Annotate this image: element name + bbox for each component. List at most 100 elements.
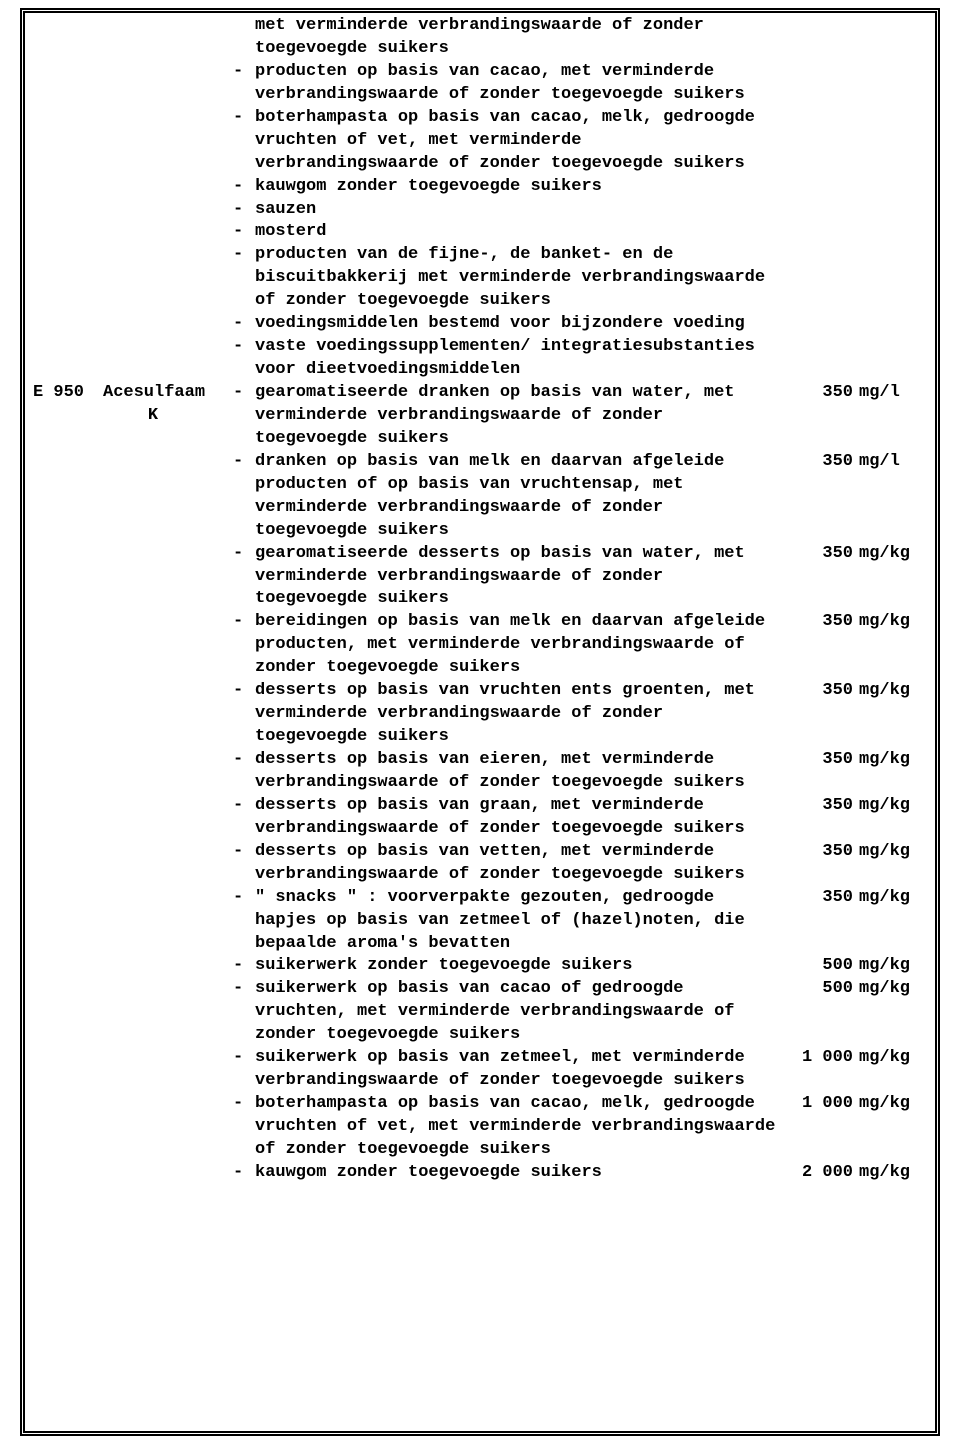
unit: mg/kg xyxy=(859,1093,927,1116)
additive-row: E 950 Acesulfaam K -gearomatiseerde dran… xyxy=(33,382,927,1185)
amount: 350 xyxy=(783,749,859,772)
amount: 500 xyxy=(783,955,859,978)
value-item: -kauwgom zonder toegevoegde suikers 2 000… xyxy=(233,1162,927,1185)
item-text: kauwgom zonder toegevoegde suikers xyxy=(255,176,773,199)
bullet: - xyxy=(233,61,255,107)
bullet: - xyxy=(233,795,255,841)
value-item: -gearomatiseerde dranken op basis van wa… xyxy=(233,382,927,451)
bullet: - xyxy=(233,221,255,244)
bullet: - xyxy=(233,1093,255,1162)
amount: 350 xyxy=(783,795,859,818)
additive-name-line2: K xyxy=(103,405,203,428)
amount: 350 xyxy=(783,451,859,474)
amount: 1 000 xyxy=(783,1047,859,1070)
list-item: -producten op basis van cacao, met vermi… xyxy=(233,61,773,107)
unit: mg/kg xyxy=(859,841,927,864)
list-item: met verminderde verbrandingswaarde of zo… xyxy=(233,15,773,61)
item-text: suikerwerk op basis van cacao of gedroog… xyxy=(255,978,777,1047)
item-text: vaste voedingssupplementen/ integratiesu… xyxy=(255,336,773,382)
bullet: - xyxy=(233,107,255,176)
document-page: met verminderde verbrandingswaarde of zo… xyxy=(20,8,940,1436)
item-text: suikerwerk zonder toegevoegde suikers xyxy=(255,955,777,978)
e-number: E 950 xyxy=(33,383,84,402)
unit: mg/l xyxy=(859,451,927,474)
bullet: - xyxy=(233,244,255,313)
bullet: - xyxy=(233,199,255,222)
item-text: " snacks " : voorverpakte gezouten, gedr… xyxy=(255,887,777,956)
value-item: -" snacks " : voorverpakte gezouten, ged… xyxy=(233,887,927,956)
unit: mg/kg xyxy=(859,1162,927,1185)
unit: mg/kg xyxy=(859,680,927,703)
bullet: - xyxy=(233,336,255,382)
description-list-top: met verminderde verbrandingswaarde of zo… xyxy=(233,15,783,382)
list-item: -voedingsmiddelen bestemd voor bijzonder… xyxy=(233,313,773,336)
list-item: -sauzen xyxy=(233,199,773,222)
item-text: boterhampasta op basis van cacao, melk, … xyxy=(255,1093,777,1162)
bullet: - xyxy=(233,451,255,543)
item-text: desserts op basis van vetten, met vermin… xyxy=(255,841,777,887)
item-text: gearomatiseerde desserts op basis van wa… xyxy=(255,543,777,612)
bullet: - xyxy=(233,749,255,795)
value-item: -desserts op basis van vetten, met vermi… xyxy=(233,841,927,887)
item-text: boterhampasta op basis van cacao, melk, … xyxy=(255,107,773,176)
bullet: - xyxy=(233,611,255,680)
value-item: -bereidingen op basis van melk en daarva… xyxy=(233,611,927,680)
value-item: -suikerwerk zonder toegevoegde suikers 50… xyxy=(233,955,927,978)
value-item: -dranken op basis van melk en daarvan af… xyxy=(233,451,927,543)
unit: mg/kg xyxy=(859,978,927,1001)
unit: mg/l xyxy=(859,382,927,405)
value-item: -suikerwerk op basis van cacao of gedroo… xyxy=(233,978,927,1047)
list-item: -kauwgom zonder toegevoegde suikers xyxy=(233,176,773,199)
item-text: desserts op basis van eieren, met vermin… xyxy=(255,749,777,795)
value-item: -desserts op basis van eieren, met vermi… xyxy=(233,749,927,795)
additive-name-line1: Acesulfaam xyxy=(103,382,233,405)
unit: mg/kg xyxy=(859,955,927,978)
list-item: -vaste voedingssupplementen/ integraties… xyxy=(233,336,773,382)
bullet: - xyxy=(233,1047,255,1093)
bullet: - xyxy=(233,543,255,612)
list-item: -producten van de fijne-, de banket- en … xyxy=(233,244,773,313)
value-item: -suikerwerk op basis van zetmeel, met ve… xyxy=(233,1047,927,1093)
amount: 1 000 xyxy=(783,1093,859,1116)
amount: 350 xyxy=(783,680,859,703)
item-text: gearomatiseerde dranken op basis van wat… xyxy=(255,382,777,451)
value-item: -desserts op basis van vruchten ents gro… xyxy=(233,680,927,749)
description-list-values: -gearomatiseerde dranken op basis van wa… xyxy=(233,382,927,1185)
value-item: -boterhampasta op basis van cacao, melk,… xyxy=(233,1093,927,1162)
unit: mg/kg xyxy=(859,795,927,818)
list-item: -boterhampasta op basis van cacao, melk,… xyxy=(233,107,773,176)
bullet: - xyxy=(233,841,255,887)
bullet: - xyxy=(233,680,255,749)
amount: 350 xyxy=(783,543,859,566)
value-item: -gearomatiseerde desserts op basis van w… xyxy=(233,543,927,612)
item-text: voedingsmiddelen bestemd voor bijzondere… xyxy=(255,313,773,336)
item-text: kauwgom zonder toegevoegde suikers xyxy=(255,1162,777,1185)
unit: mg/kg xyxy=(859,611,927,634)
item-text: bereidingen op basis van melk en daarvan… xyxy=(255,611,777,680)
unit: mg/kg xyxy=(859,1047,927,1070)
item-text: producten op basis van cacao, met vermin… xyxy=(255,61,773,107)
amount: 350 xyxy=(783,611,859,634)
unit: mg/kg xyxy=(859,887,927,910)
item-text: sauzen xyxy=(255,199,773,222)
bullet: - xyxy=(233,955,255,978)
bullet: - xyxy=(233,978,255,1047)
item-text: dranken op basis van melk en daarvan afg… xyxy=(255,451,777,543)
bullet: - xyxy=(233,176,255,199)
bullet: - xyxy=(233,313,255,336)
bullet: - xyxy=(233,887,255,956)
bullet: - xyxy=(233,1162,255,1185)
item-text: met verminderde verbrandingswaarde of zo… xyxy=(255,15,773,61)
item-text: mosterd xyxy=(255,221,773,244)
amount: 500 xyxy=(783,978,859,1001)
item-text: producten van de fijne-, de banket- en d… xyxy=(255,244,773,313)
amount: 2 000 xyxy=(783,1162,859,1185)
item-text: suikerwerk op basis van zetmeel, met ver… xyxy=(255,1047,777,1093)
amount: 350 xyxy=(783,382,859,405)
item-text: desserts op basis van vruchten ents groe… xyxy=(255,680,777,749)
amount: 350 xyxy=(783,887,859,910)
value-item: -desserts op basis van graan, met vermin… xyxy=(233,795,927,841)
list-item: -mosterd xyxy=(233,221,773,244)
continuation-row: met verminderde verbrandingswaarde of zo… xyxy=(33,15,927,382)
item-text: desserts op basis van graan, met vermind… xyxy=(255,795,777,841)
